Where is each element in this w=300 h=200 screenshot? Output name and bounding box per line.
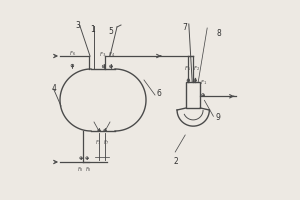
Text: 1: 1 [91,24,95,33]
Text: 6: 6 [157,90,161,98]
Bar [186,82,200,108]
Text: 4: 4 [51,84,56,93]
Text: $F_2$: $F_2$ [193,64,200,73]
Text: $F_8$: $F_8$ [76,166,83,174]
Text: $F_4$: $F_4$ [108,50,116,59]
Text: $F_3$: $F_3$ [99,50,106,59]
Text: $F_5$: $F_5$ [184,64,191,73]
Text: 8: 8 [217,28,221,38]
Text: $F_7$: $F_7$ [103,138,109,147]
Text: 7: 7 [182,22,187,31]
Text: $F_7$: $F_7$ [95,138,101,147]
Text: $F_6$: $F_6$ [69,49,76,58]
Text: $F_8$: $F_8$ [85,166,92,174]
Text: 9: 9 [216,112,220,121]
Text: $F_1$: $F_1$ [200,78,207,87]
Text: 3: 3 [76,21,80,29]
Text: 5: 5 [109,26,113,36]
Text: 2: 2 [174,156,178,166]
